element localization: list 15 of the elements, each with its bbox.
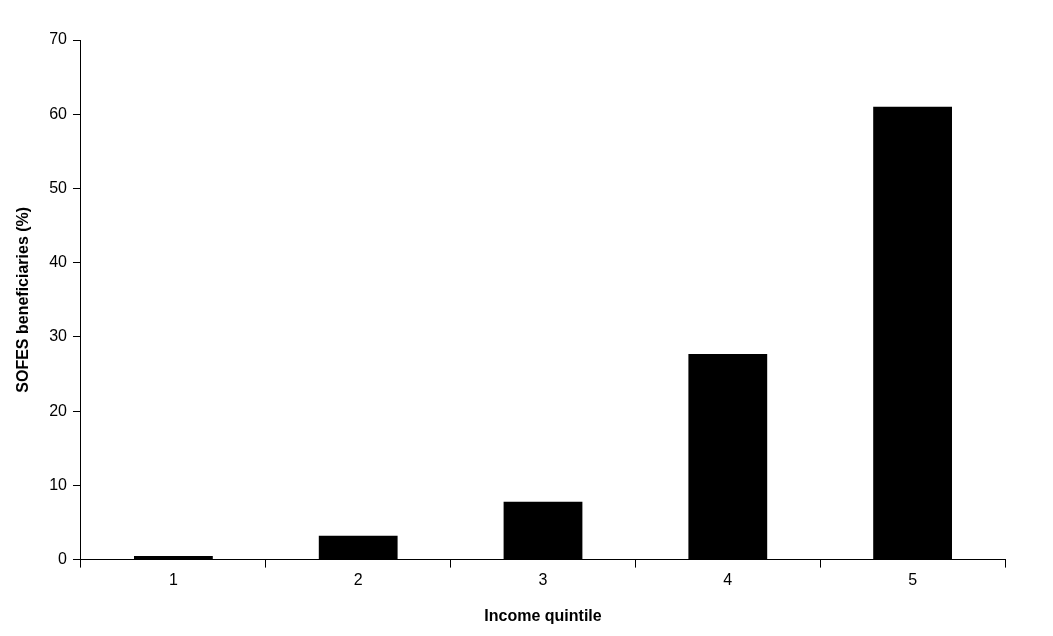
y-tick-label: 40 [49,253,68,271]
x-tick-label: 3 [538,570,548,588]
x-tick-label: 4 [723,570,733,588]
y-tick-label: 0 [58,550,68,568]
y-tick-label: 50 [49,178,68,196]
x-axis-title: Income quintile [484,606,602,624]
y-tick-label: 30 [49,327,68,345]
y-tick-label: 10 [49,475,68,493]
y-axis-title: SOFES beneficiaries (%) [14,206,32,393]
y-tick-label: 60 [49,104,68,122]
y-tick-label: 70 [49,30,68,48]
y-tick-label: 20 [49,401,68,419]
x-tick-label: 2 [353,570,363,588]
x-tick-label: 5 [908,570,918,588]
x-tick-label: 1 [168,570,178,588]
